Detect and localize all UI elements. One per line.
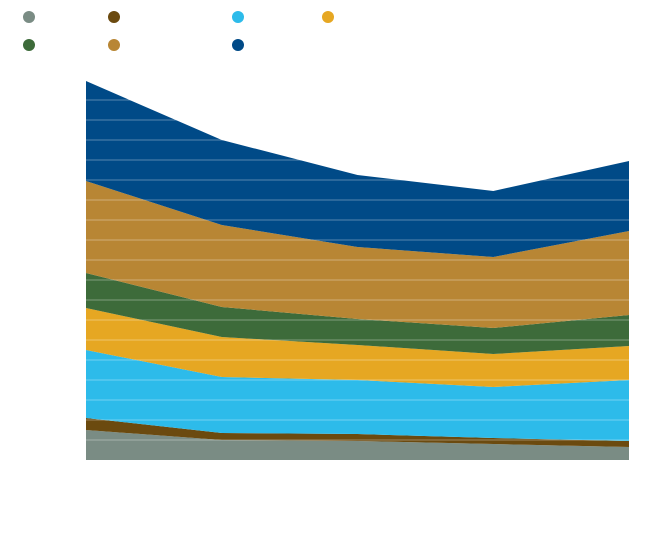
area-series-1 [86,430,629,460]
legend-swatch [23,11,35,23]
area-series-5 [86,273,629,354]
area-series-7 [86,81,629,257]
area-layers [86,81,629,460]
gridlines [86,79,629,441]
legend-swatch [23,39,35,51]
legend-swatch [232,39,244,51]
legend-item [23,38,41,52]
legend-item [23,10,41,24]
legend-item [108,38,126,52]
area-series-2 [86,418,629,447]
chart-legend [0,0,650,60]
legend-item [108,10,126,24]
area-series-3 [86,350,629,441]
legend-item [232,38,250,52]
legend-swatch [232,11,244,23]
legend-item [322,10,340,24]
legend-item [232,10,250,24]
legend-swatch [322,11,334,23]
legend-swatch [108,39,120,51]
legend-swatch [108,11,120,23]
area-series-6 [86,181,629,328]
area-series-4 [86,308,629,387]
